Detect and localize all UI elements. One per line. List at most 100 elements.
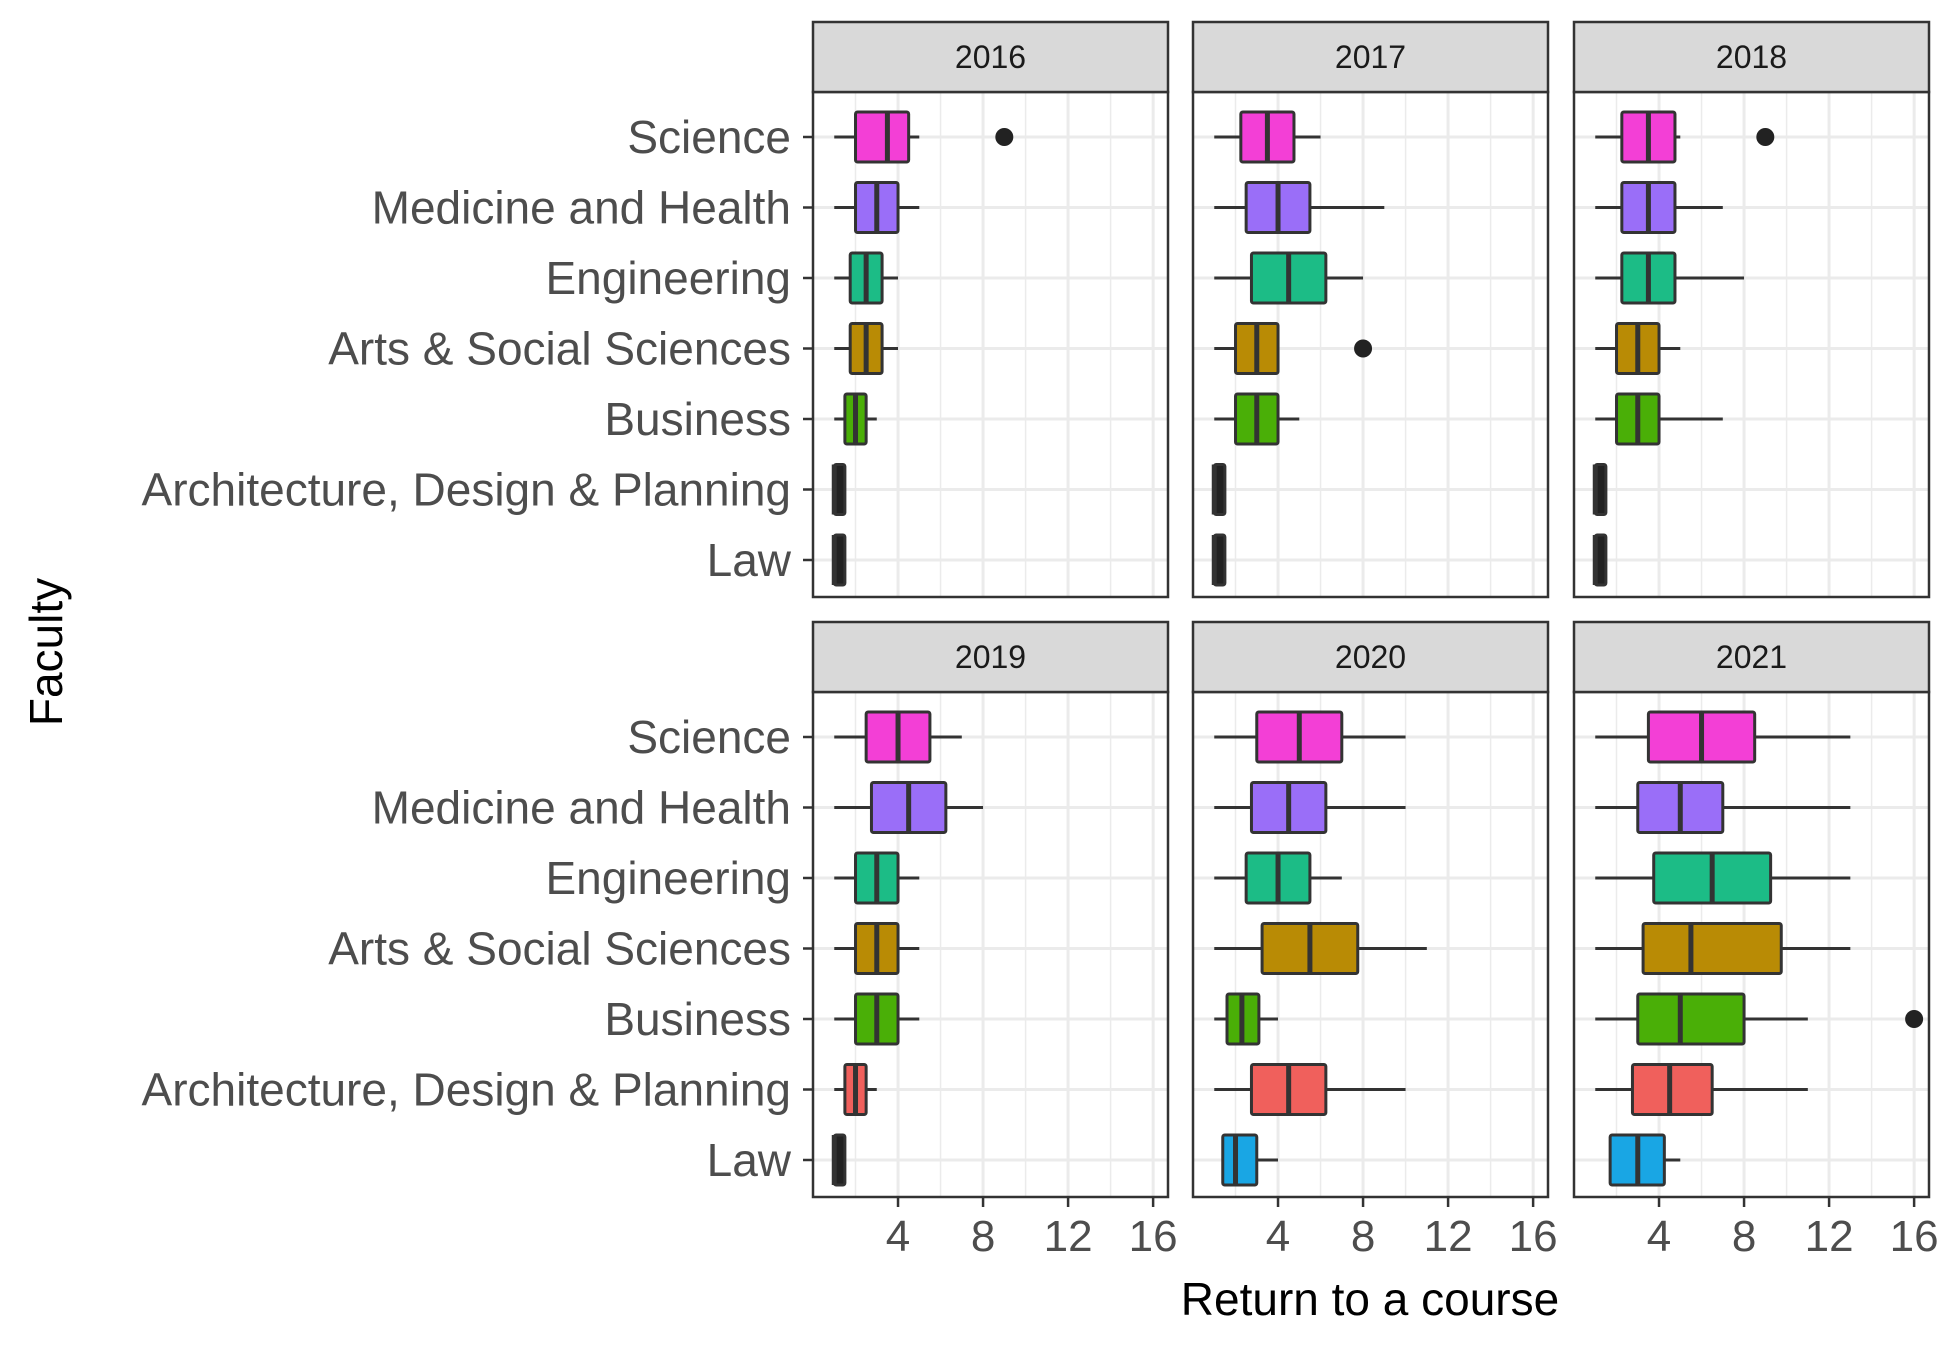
facet-strip <box>1572 20 1931 94</box>
y-tick-label: Law <box>707 534 792 586</box>
x-tick-label: 8 <box>1351 1212 1375 1261</box>
y-tick-label: Medicine and Health <box>372 782 791 834</box>
facet-strip-label: 2019 <box>955 639 1026 675</box>
facet-panel-2018: 2018 <box>1572 20 1931 599</box>
facet-strip-label: 2020 <box>1335 639 1406 675</box>
x-tick-label: 16 <box>1890 1212 1939 1261</box>
box-science-2019 <box>834 710 962 764</box>
x-tick-label: 8 <box>1732 1212 1756 1261</box>
y-tick-label: Architecture, Design & Planning <box>142 464 791 516</box>
outlier-point <box>995 128 1014 146</box>
facet-strip <box>811 20 1170 94</box>
y-tick-label: Engineering <box>545 252 791 304</box>
y-tick-label: Engineering <box>545 852 791 904</box>
y-axis-labels: Science Medicine and Health Engineering Art… <box>142 111 813 1186</box>
facet-strip <box>1191 620 1550 694</box>
facet-strip-label: 2018 <box>1716 39 1787 75</box>
panels-layer: 2016 2017 2018 2019 2020 2021 <box>811 20 1931 1199</box>
y-tick-label: Science <box>627 711 791 763</box>
box-iqr <box>854 110 911 164</box>
box-arts-social-sciences-2021 <box>1595 922 1851 975</box>
y-tick-label: Arts & Social Sciences <box>328 923 791 975</box>
y-tick-label: Arts & Social Sciences <box>328 323 791 375</box>
panel-background <box>1193 692 1548 1197</box>
box-business-2019 <box>834 992 920 1046</box>
box-engineering-2016 <box>834 251 899 305</box>
facet-panel-2020: 2020 <box>1191 620 1550 1199</box>
box-medicine-and-health-2020 <box>1214 781 1406 834</box>
facet-strip-label: 2016 <box>955 39 1026 75</box>
y-tick-label: Business <box>604 393 791 445</box>
box-business-2021 <box>1595 992 1924 1046</box>
facet-strip <box>1572 620 1931 694</box>
x-tick-label: 16 <box>1509 1212 1558 1261</box>
y-tick-label: Law <box>707 1134 792 1186</box>
x-axis-title: Return to a course <box>1181 1273 1559 1325</box>
box-engineering-2020 <box>1214 851 1342 905</box>
box-engineering-2018 <box>1595 251 1745 305</box>
box-business-2018 <box>1595 392 1723 446</box>
box-business-2020 <box>1214 992 1279 1046</box>
box-architecture-design-planning-2018 <box>1592 463 1608 516</box>
box-architecture-design-planning-2016 <box>831 463 847 516</box>
y-tick-label: Architecture, Design & Planning <box>142 1064 791 1116</box>
x-axis-tick-labels: 4 8 12 16 4 8 12 16 4 8 12 16 <box>886 1197 1939 1261</box>
box-arts-social-sciences-2018 <box>1595 322 1681 375</box>
x-tick-label: 12 <box>1424 1212 1473 1261</box>
box-engineering-2019 <box>834 851 920 905</box>
box-science-2016 <box>834 110 1014 164</box>
facet-strip <box>1191 20 1550 94</box>
facet-panel-2019: 2019 <box>811 620 1170 1199</box>
box-law-2017 <box>1211 533 1227 587</box>
box-law-2018 <box>1592 533 1608 587</box>
box-medicine-and-health-2017 <box>1214 181 1385 234</box>
box-law-2019 <box>831 1133 847 1187</box>
box-business-2016 <box>834 392 877 446</box>
box-medicine-and-health-2019 <box>834 781 984 834</box>
box-iqr <box>1630 1063 1714 1116</box>
x-tick-label: 12 <box>1044 1212 1093 1261</box>
box-iqr <box>1641 922 1783 975</box>
outlier-point <box>1905 1010 1924 1028</box>
box-engineering-2021 <box>1595 851 1851 905</box>
x-tick-label: 16 <box>1129 1212 1178 1261</box>
x-tick-label: 4 <box>886 1212 910 1261</box>
box-architecture-design-planning-2020 <box>1214 1063 1406 1116</box>
box-medicine-and-health-2021 <box>1595 781 1851 834</box>
outlier-point <box>1354 339 1373 358</box>
box-science-2018 <box>1595 110 1775 164</box>
box-business-2017 <box>1214 392 1300 446</box>
box-iqr <box>1221 1133 1259 1187</box>
box-law-2016 <box>831 533 847 587</box>
box-medicine-and-health-2016 <box>834 181 920 234</box>
box-arts-social-sciences-2016 <box>834 322 899 375</box>
box-iqr <box>1636 992 1746 1046</box>
y-tick-label: Science <box>627 111 791 163</box>
x-tick-label: 12 <box>1805 1212 1854 1261</box>
x-tick-label: 4 <box>1266 1212 1290 1261</box>
box-architecture-design-planning-2019 <box>834 1063 877 1116</box>
box-architecture-design-planning-2021 <box>1595 1063 1808 1116</box>
x-tick-label: 8 <box>971 1212 995 1261</box>
facet-strip-label: 2017 <box>1335 39 1406 75</box>
box-architecture-design-planning-2017 <box>1211 463 1227 516</box>
y-tick-label: Business <box>604 993 791 1045</box>
box-science-2017 <box>1214 110 1321 164</box>
outlier-point <box>1756 128 1775 146</box>
box-arts-social-sciences-2019 <box>834 922 920 975</box>
box-medicine-and-health-2018 <box>1595 181 1723 234</box>
box-arts-social-sciences-2020 <box>1214 922 1427 975</box>
y-axis-title: Faculty <box>20 578 72 726</box>
x-tick-label: 4 <box>1647 1212 1671 1261</box>
box-law-2020 <box>1221 1133 1279 1187</box>
box-law-2021 <box>1608 1133 1681 1187</box>
box-science-2020 <box>1214 710 1406 764</box>
facet-strip-label: 2021 <box>1716 639 1787 675</box>
facet-strip <box>811 620 1170 694</box>
box-engineering-2017 <box>1214 251 1364 305</box>
box-arts-social-sciences-2017 <box>1214 322 1373 375</box>
box-science-2021 <box>1595 710 1851 764</box>
facet-panel-2016: 2016 <box>811 20 1170 599</box>
facet-panel-2017: 2017 <box>1191 20 1550 599</box>
